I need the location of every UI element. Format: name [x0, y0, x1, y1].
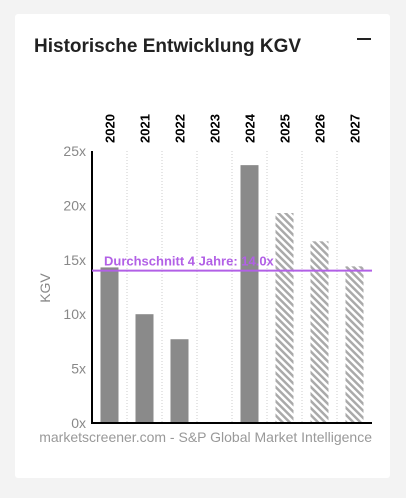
bar — [135, 314, 154, 423]
y-tick-label: 25x — [63, 143, 86, 159]
bar — [240, 165, 259, 424]
x-tick-label: 2027 — [348, 114, 363, 143]
y-axis-label: KGV — [37, 273, 53, 303]
bar — [170, 339, 189, 423]
bar — [100, 267, 119, 423]
y-tick-label: 10x — [63, 306, 86, 322]
source-credit: marketscreener.com - S&P Global Market I… — [39, 429, 372, 445]
y-tick-label: 15x — [63, 252, 86, 268]
x-tick-label: 2025 — [278, 114, 293, 143]
average-label: Durchschnitt 4 Jahre: 14.0x — [104, 254, 275, 269]
x-tick-label: 2021 — [138, 114, 153, 143]
estimate-bar — [345, 266, 364, 423]
estimate-bar — [275, 213, 294, 423]
y-tick-label: 0x — [71, 415, 86, 431]
y-tick-label: 5x — [71, 361, 86, 377]
x-tick-label: 2026 — [313, 114, 328, 143]
minus-icon[interactable] — [357, 38, 371, 40]
x-tick-label: 2024 — [243, 113, 258, 143]
x-tick-label: 2022 — [173, 114, 188, 143]
x-tick-label: 2023 — [208, 114, 223, 143]
chart-title: Historische Entwicklung KGV — [34, 36, 302, 57]
estimate-bar — [310, 241, 329, 423]
y-tick-label: 20x — [63, 197, 86, 213]
x-tick-label: 2020 — [103, 114, 118, 143]
